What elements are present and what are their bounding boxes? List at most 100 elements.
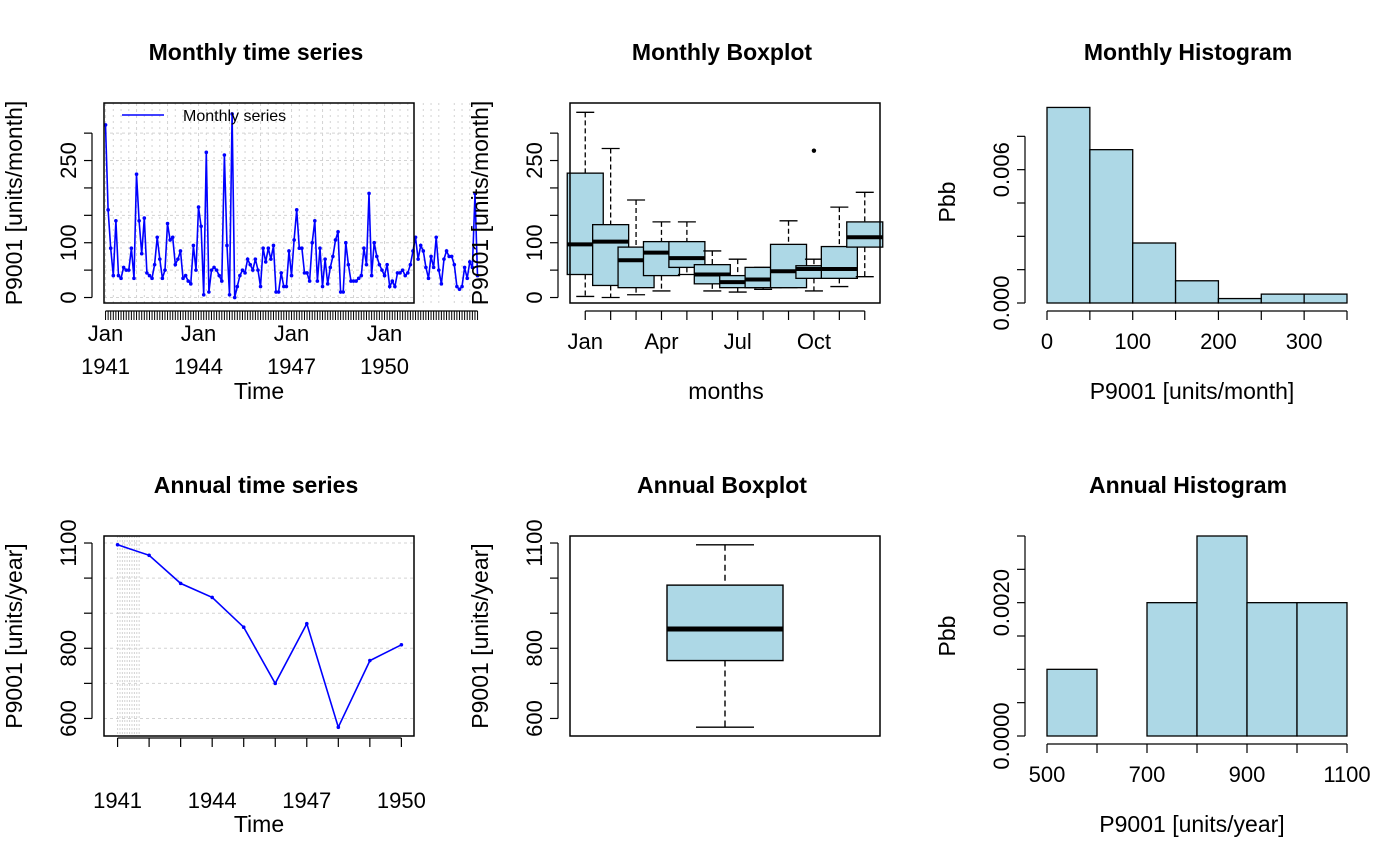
data-point xyxy=(387,284,392,289)
data-point xyxy=(331,254,335,259)
data-point xyxy=(457,287,462,292)
annual-hist-plot-area: 0.0000 0.0020 500 700 900 1100 xyxy=(989,535,1371,787)
y-tick-label: 250 xyxy=(56,142,81,179)
plot-frame xyxy=(103,535,415,737)
data-point xyxy=(155,235,160,240)
data-point xyxy=(217,273,222,278)
data-point xyxy=(183,273,188,278)
data-point xyxy=(261,246,265,251)
data-point xyxy=(320,284,325,289)
data-point xyxy=(313,219,317,223)
data-point xyxy=(147,273,152,278)
y-tick-label: 1100 xyxy=(56,519,81,566)
data-point xyxy=(447,254,451,259)
data-point xyxy=(393,284,397,289)
data-point xyxy=(403,273,408,278)
x-tick-label: 1100 xyxy=(1323,762,1370,787)
data-point xyxy=(369,273,374,278)
data-point xyxy=(364,262,369,267)
data-point xyxy=(165,221,170,226)
data-point xyxy=(108,246,113,251)
y-tick-label: 0 xyxy=(522,291,547,303)
plot-frame xyxy=(569,102,881,304)
data-point xyxy=(176,257,180,261)
data-point xyxy=(258,284,263,289)
data-point xyxy=(333,238,338,242)
y-tick-label: 100 xyxy=(56,224,81,261)
x-tick-label: 1950 xyxy=(377,788,426,813)
box xyxy=(666,584,784,662)
data-point xyxy=(289,273,294,278)
data-point xyxy=(116,273,121,278)
monthly-box-title: Monthly Boxplot xyxy=(632,39,812,65)
data-point xyxy=(256,268,260,272)
annual-ts-xlabel: Time xyxy=(234,811,284,837)
annual-hist-title: Annual Histogram xyxy=(1089,472,1287,498)
data-point xyxy=(274,290,278,294)
legend-label: Monthly series xyxy=(183,108,286,125)
x-tick-label: 1944 xyxy=(174,354,223,379)
data-point xyxy=(346,262,351,267)
x-tick-label: 100 xyxy=(1114,329,1151,354)
data-point xyxy=(302,271,307,275)
histogram-bar xyxy=(1217,297,1262,304)
x-tick-label: 700 xyxy=(1129,762,1166,787)
outlier-point xyxy=(811,148,817,153)
data-point xyxy=(297,246,302,251)
data-point xyxy=(147,553,151,558)
data-point xyxy=(269,257,273,261)
data-point xyxy=(421,249,426,253)
data-point xyxy=(398,271,402,275)
data-point xyxy=(199,224,203,229)
data-point xyxy=(129,246,134,251)
data-point xyxy=(181,276,185,281)
data-point xyxy=(232,295,237,300)
data-point xyxy=(132,276,136,281)
data-point xyxy=(325,282,330,286)
y-tick-label: 600 xyxy=(522,700,547,737)
histogram-bar xyxy=(1174,280,1220,304)
data-point xyxy=(273,681,278,686)
annual-box-plot-area: 600 800 1100 xyxy=(522,519,881,737)
data-point xyxy=(431,265,436,270)
monthly-hist-title: Monthly Histogram xyxy=(1084,39,1292,65)
data-point xyxy=(426,276,431,281)
data-point xyxy=(196,205,201,209)
data-point xyxy=(416,257,420,261)
monthly-ts-title: Monthly time series xyxy=(149,39,364,65)
data-point xyxy=(248,262,253,267)
data-point xyxy=(460,284,464,289)
data-point xyxy=(300,246,304,251)
data-point xyxy=(292,238,296,242)
data-point xyxy=(368,658,372,663)
box xyxy=(846,221,884,248)
data-point xyxy=(282,284,286,289)
data-point xyxy=(266,246,271,251)
data-point xyxy=(127,268,131,272)
data-point xyxy=(307,279,312,283)
data-point xyxy=(341,290,346,294)
data-point xyxy=(408,262,413,267)
data-point xyxy=(220,279,224,283)
data-point xyxy=(452,262,457,267)
monthly-box-ylabel: P9001 [units/month] xyxy=(467,101,493,306)
x-tick-label: 1941 xyxy=(81,354,130,379)
data-point xyxy=(253,257,258,261)
data-point xyxy=(142,216,147,220)
data-point xyxy=(328,265,333,270)
data-point xyxy=(465,276,470,281)
data-point xyxy=(145,271,149,275)
y-tick-label: 600 xyxy=(56,700,81,737)
data-point xyxy=(475,273,480,278)
x-tick-label: Jan xyxy=(274,321,309,346)
data-point xyxy=(294,208,299,212)
data-point xyxy=(462,265,467,270)
data-point xyxy=(287,249,291,253)
data-point xyxy=(434,235,439,240)
y-tick-label: 0 xyxy=(56,291,81,303)
data-point xyxy=(163,268,167,272)
x-tick-label: 1947 xyxy=(282,788,331,813)
data-point xyxy=(351,279,356,283)
data-point xyxy=(209,268,214,272)
